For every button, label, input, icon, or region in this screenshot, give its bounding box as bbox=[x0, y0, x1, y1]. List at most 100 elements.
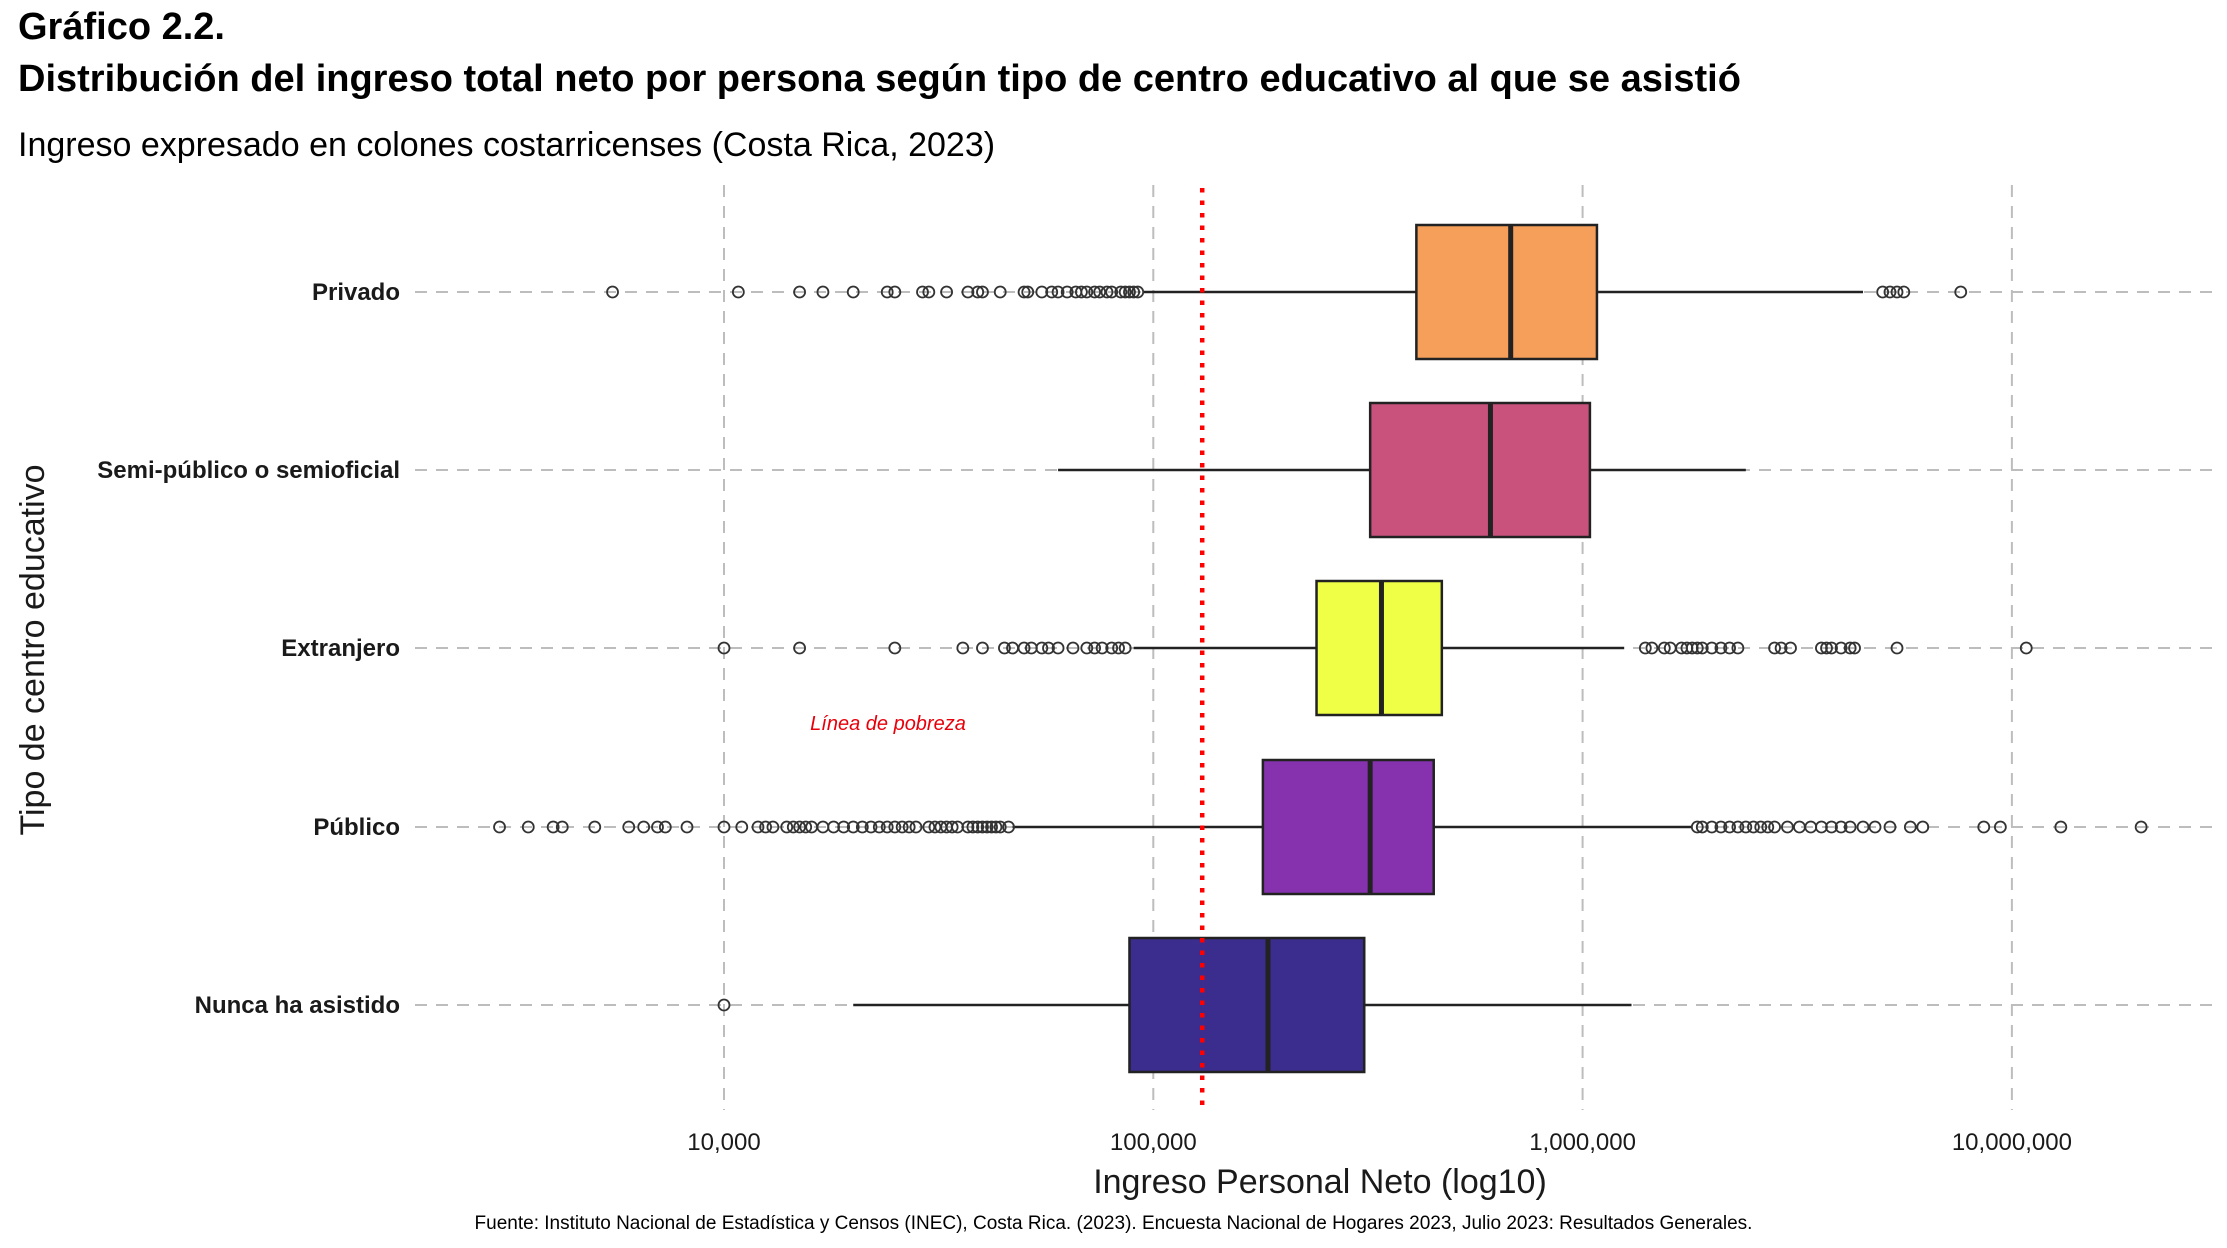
outlier-point bbox=[1754, 820, 1768, 834]
outlier-point bbox=[1645, 641, 1659, 655]
outlier-point bbox=[588, 820, 602, 834]
outlier-point bbox=[793, 641, 806, 655]
outlier-point bbox=[1977, 820, 1991, 834]
outlier-point bbox=[1761, 820, 1775, 834]
outlier-point bbox=[961, 285, 975, 299]
outlier-point bbox=[961, 820, 975, 834]
box bbox=[1415, 223, 1599, 361]
outlier-point bbox=[1714, 641, 1728, 655]
outlier-point bbox=[1002, 820, 1015, 834]
outlier-point bbox=[1080, 641, 1094, 655]
outlier-point bbox=[546, 820, 560, 834]
boxplot-0 bbox=[606, 223, 1968, 361]
outlier-point bbox=[998, 641, 1011, 655]
outlier-point bbox=[1834, 641, 1848, 655]
outlier-point bbox=[993, 820, 1007, 834]
box bbox=[1261, 758, 1435, 896]
outlier-point bbox=[1105, 641, 1119, 655]
x-axis-title: Ingreso Personal Neto (log10) bbox=[1093, 1163, 1547, 1200]
outlier-point bbox=[1127, 285, 1141, 299]
outlier-point bbox=[1993, 820, 2007, 834]
outlier-point bbox=[880, 820, 894, 834]
chart-title-line1: Gráfico 2.2. bbox=[18, 6, 225, 48]
outlier-point bbox=[1747, 820, 1760, 834]
outlier-point bbox=[1843, 820, 1857, 834]
outlier-point bbox=[1060, 285, 1074, 299]
chart-title-line2: Distribución del ingreso total neto por … bbox=[18, 58, 1741, 100]
outlier-point bbox=[966, 820, 980, 834]
outlier-point bbox=[1714, 820, 1728, 834]
outlier-point bbox=[1638, 641, 1652, 655]
outlier-point bbox=[922, 285, 936, 299]
boxplot-4 bbox=[717, 936, 1632, 1074]
outlier-point bbox=[1045, 285, 1059, 299]
outlier-point bbox=[1890, 285, 1904, 299]
outlier-point bbox=[1876, 285, 1890, 299]
outlier-point bbox=[1731, 820, 1745, 834]
outlier-point bbox=[1916, 820, 1930, 834]
outlier-point bbox=[1131, 285, 1145, 299]
outlier-point bbox=[735, 820, 749, 834]
outlier-point bbox=[1112, 641, 1125, 655]
outlier-point bbox=[909, 820, 923, 834]
outlier-point bbox=[872, 820, 886, 834]
outlier-point bbox=[1843, 641, 1857, 655]
outlier-point bbox=[1705, 820, 1719, 834]
outlier-point bbox=[1074, 285, 1088, 299]
outlier-point bbox=[793, 820, 806, 834]
outlier-point bbox=[1695, 820, 1709, 834]
outlier-point bbox=[971, 820, 985, 834]
outlier-point bbox=[786, 820, 800, 834]
outlier-point bbox=[1114, 285, 1128, 299]
outlier-point bbox=[493, 820, 506, 834]
outlier-point bbox=[751, 820, 765, 834]
outlier-point bbox=[1021, 285, 1035, 299]
outlier-point bbox=[989, 820, 1003, 834]
outlier-point bbox=[658, 820, 672, 834]
outlier-point bbox=[780, 820, 794, 834]
outlier-point bbox=[1705, 641, 1719, 655]
outlier-point bbox=[1685, 641, 1699, 655]
outlier-point bbox=[1690, 641, 1704, 655]
outlier-point bbox=[1051, 641, 1065, 655]
outlier-point bbox=[2134, 820, 2148, 834]
outlier-point bbox=[1815, 641, 1828, 655]
outlier-point bbox=[1883, 285, 1897, 299]
outlier-point bbox=[766, 820, 780, 834]
outlier-point bbox=[976, 285, 989, 299]
outlier-point bbox=[864, 820, 878, 834]
y-axis-title: Tipo de centro educativo bbox=[14, 464, 52, 835]
outlier-point bbox=[976, 820, 989, 834]
category-label: Privado bbox=[312, 279, 400, 306]
outlier-point bbox=[940, 285, 953, 299]
outlier-point bbox=[976, 641, 989, 655]
outlier-point bbox=[1695, 641, 1709, 655]
outlier-point bbox=[606, 285, 619, 299]
outlier-point bbox=[2019, 641, 2033, 655]
outlier-point bbox=[1825, 641, 1838, 655]
outlier-point bbox=[717, 820, 731, 834]
boxplot-chart: 10,000 100,000 1,000,000 10,000,000 Privado S… bbox=[14, 185, 2215, 1200]
outlier-point bbox=[1890, 641, 1904, 655]
outlier-point bbox=[1781, 820, 1794, 834]
outlier-point bbox=[680, 820, 694, 834]
outlier-point bbox=[1954, 285, 1968, 299]
outlier-point bbox=[985, 820, 998, 834]
outlier-point bbox=[888, 641, 902, 655]
outlier-point bbox=[1080, 285, 1094, 299]
outlier-point bbox=[759, 820, 773, 834]
outlier-point bbox=[1095, 641, 1109, 655]
outlier-point bbox=[888, 285, 902, 299]
outlier-point bbox=[827, 820, 840, 834]
x-tick-label: 1,000,000 bbox=[1529, 1129, 1636, 1156]
box bbox=[1368, 401, 1592, 539]
outlier-point bbox=[2054, 820, 2068, 834]
outlier-point bbox=[521, 820, 535, 834]
box-plots bbox=[493, 223, 2148, 1074]
outlier-point bbox=[837, 820, 851, 834]
chart-subtitle: Ingreso expresado en colones costarricen… bbox=[18, 126, 996, 164]
outlier-point bbox=[1897, 285, 1911, 299]
outlier-point bbox=[1723, 820, 1737, 834]
outlier-point bbox=[651, 820, 664, 834]
outlier-point bbox=[1051, 285, 1065, 299]
